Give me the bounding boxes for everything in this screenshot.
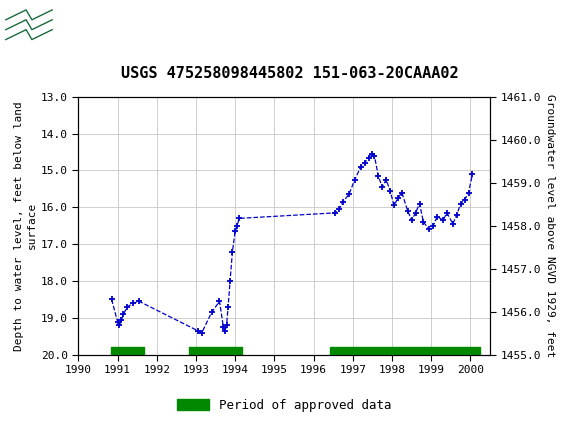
Bar [3, 5, 55, 45]
Bar [189, 347, 242, 355]
Y-axis label: Depth to water level, feet below land
surface: Depth to water level, feet below land su… [14, 101, 37, 350]
Y-axis label: Groundwater level above NGVD 1929, feet: Groundwater level above NGVD 1929, feet [545, 94, 555, 357]
Text: USGS 475258098445802 151-063-20CAAA02: USGS 475258098445802 151-063-20CAAA02 [121, 66, 459, 80]
Text: USGS: USGS [61, 16, 116, 34]
Legend: Period of approved data: Period of approved data [172, 394, 396, 417]
Bar [330, 347, 480, 355]
Bar [111, 347, 144, 355]
